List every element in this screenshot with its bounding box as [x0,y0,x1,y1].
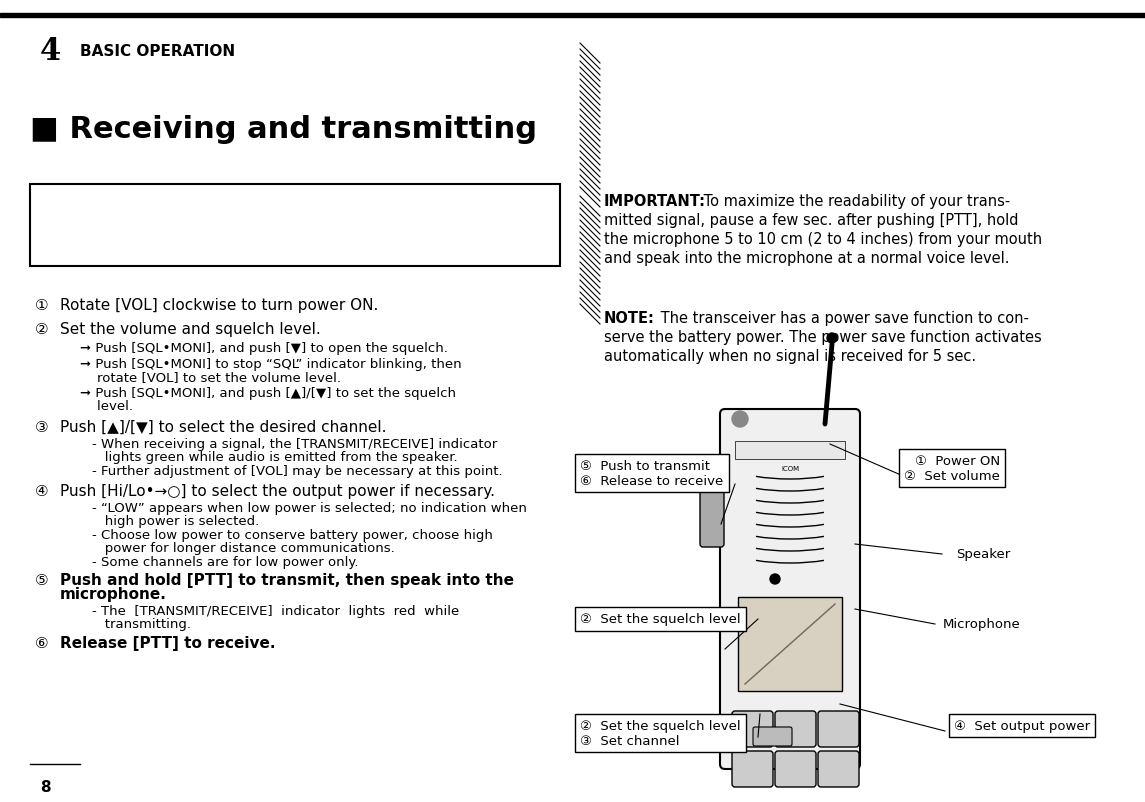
Text: high power is selected.: high power is selected. [92,514,259,528]
Text: Speaker: Speaker [956,548,1010,561]
Text: ③: ③ [35,419,48,435]
Text: the microphone 5 to 10 cm (2 to 4 inches) from your mouth: the microphone 5 to 10 cm (2 to 4 inches… [605,232,1042,247]
FancyBboxPatch shape [818,711,859,747]
Text: 8: 8 [40,779,50,794]
Text: transmitting.: transmitting. [92,618,191,630]
Text: ④: ④ [35,484,48,498]
Bar [581,305,600,376]
Text: Rotate [VOL] clockwise to turn power ON.: Rotate [VOL] clockwise to turn power ON. [60,298,378,313]
Text: and speak into the microphone at a normal voice level.: and speak into the microphone at a norma… [605,251,1010,265]
Text: ➞ Push [SQL•MONI], and push [▼] to open the squelch.: ➞ Push [SQL•MONI], and push [▼] to open … [80,342,448,354]
Text: ①  Power ON
②  Set volume: ① Power ON ② Set volume [905,455,1000,482]
Text: Push and hold [PTT] to transmit, then speak into the: Push and hold [PTT] to transmit, then sp… [60,573,514,587]
FancyBboxPatch shape [775,751,816,787]
Text: - “LOW” appears when low power is selected; no indication when: - “LOW” appears when low power is select… [92,501,527,514]
Text: Set the volume and squelch level.: Set the volume and squelch level. [60,322,321,337]
Text: To maximize the readability of your trans-: To maximize the readability of your tran… [698,194,1010,209]
Text: NOTE:: NOTE: [605,310,655,326]
Text: ➞ Push [SQL•MONI], and push [▲]/[▼] to set the squelch: ➞ Push [SQL•MONI], and push [▲]/[▼] to s… [80,387,456,399]
Text: ⑥: ⑥ [35,635,48,650]
Text: automatically when no signal is received for 5 sec.: automatically when no signal is received… [605,349,977,363]
Text: BASIC OPERATION: BASIC OPERATION [80,44,235,59]
Text: - Further adjustment of [VOL] may be necessary at this point.: - Further adjustment of [VOL] may be nec… [92,464,503,477]
Text: IMPORTANT:: IMPORTANT: [605,194,706,209]
FancyBboxPatch shape [732,711,773,747]
Text: ④  Set output power: ④ Set output power [954,719,1090,732]
Text: level.: level. [80,399,133,412]
FancyBboxPatch shape [775,711,816,747]
Text: power for longer distance communications.: power for longer distance communications… [92,541,395,554]
Text: ■ Receiving and transmitting: ■ Receiving and transmitting [30,115,537,144]
Text: ②  Set the squelch level: ② Set the squelch level [581,613,741,626]
Text: Push [▲]/[▼] to select the desired channel.: Push [▲]/[▼] to select the desired chann… [60,419,387,435]
Circle shape [769,574,780,585]
FancyBboxPatch shape [732,751,773,787]
Text: damage the transceiver.: damage the transceiver. [42,215,229,229]
Text: Microphone: Microphone [942,618,1020,630]
FancyBboxPatch shape [753,727,792,746]
FancyBboxPatch shape [700,492,724,547]
FancyBboxPatch shape [720,410,860,769]
Text: Push [Hi/Lo•→○] to select the output power if necessary.: Push [Hi/Lo•→○] to select the output pow… [60,484,495,498]
FancyBboxPatch shape [739,597,842,691]
Bar [581,188,600,294]
Text: ⑤  Push to transmit
⑥  Release to receive: ⑤ Push to transmit ⑥ Release to receive [581,460,724,488]
Text: ②: ② [35,322,48,337]
Text: rotate [VOL] to set the volume level.: rotate [VOL] to set the volume level. [80,371,341,383]
Text: CAUTION:: CAUTION: [42,192,125,208]
Text: - Some channels are for low power only.: - Some channels are for low power only. [92,555,358,569]
Text: mitted signal, pause a few sec. after pushing [PTT], hold: mitted signal, pause a few sec. after pu… [605,213,1019,228]
Text: ICOM: ICOM [781,465,799,472]
Text: - Choose low power to conserve battery power, choose high: - Choose low power to conserve battery p… [92,529,492,541]
Text: Release [PTT] to receive.: Release [PTT] to receive. [60,635,276,650]
Text: serve the battery power. The power save function activates: serve the battery power. The power save … [605,330,1042,345]
Text: ⑤: ⑤ [35,573,48,587]
Text: microphone.: microphone. [60,586,167,602]
Text: - The  [TRANSMIT/RECEIVE]  indicator  lights  red  while: - The [TRANSMIT/RECEIVE] indicator light… [92,604,459,618]
Text: Transmitting without an antenna may: Transmitting without an antenna may [124,192,411,208]
Text: lights green while audio is emitted from the speaker.: lights green while audio is emitted from… [92,451,458,464]
FancyBboxPatch shape [818,751,859,787]
Bar [30,184,560,267]
Text: 4: 4 [40,36,61,67]
Text: ①: ① [35,298,48,313]
Bar [0,14,1145,18]
Text: - When receiving a signal, the [TRANSMIT/RECEIVE] indicator: - When receiving a signal, the [TRANSMIT… [92,437,497,451]
Circle shape [732,411,748,427]
Text: ②  Set the squelch level
③  Set channel: ② Set the squelch level ③ Set channel [581,719,741,747]
Circle shape [827,334,837,343]
Text: The transceiver has a power save function to con-: The transceiver has a power save functio… [656,310,1029,326]
Text: ➞ Push [SQL•MONI] to stop “SQL” indicator blinking, then: ➞ Push [SQL•MONI] to stop “SQL” indicato… [80,358,461,371]
Bar [735,441,845,460]
